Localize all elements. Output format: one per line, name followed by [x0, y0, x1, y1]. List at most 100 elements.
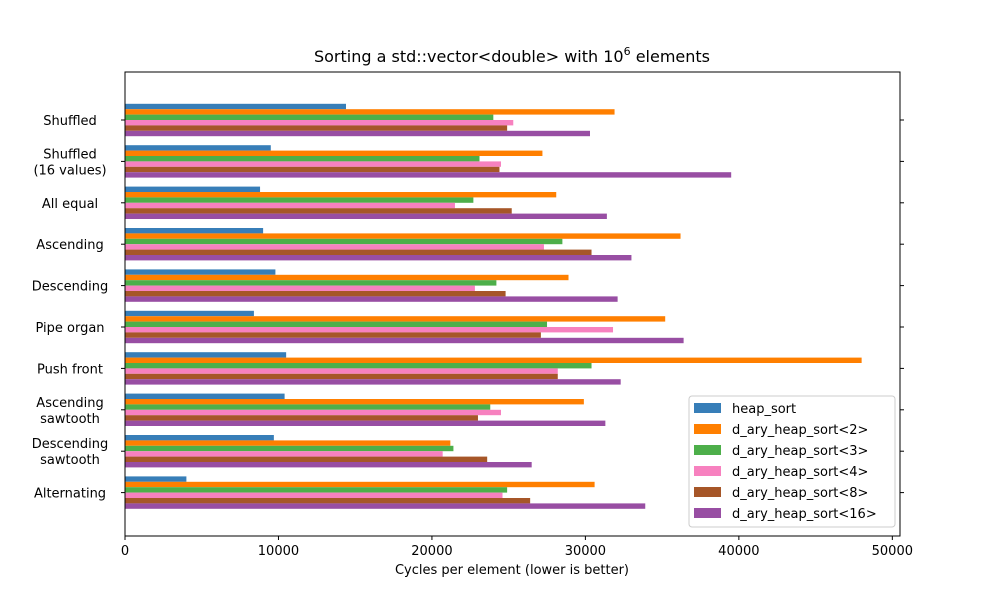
- legend-swatch: [694, 445, 721, 455]
- legend-entry-label: d_ary_heap_sort<8>: [732, 486, 868, 501]
- legend-entry-label: d_ary_heap_sort<3>: [732, 444, 868, 459]
- legend: heap_sort d_ary_heap_sort<2> d_ary_heap_so…: [688, 395, 896, 528]
- bar-heap-sort-1: [125, 145, 271, 151]
- plot-area-frame: [124, 71, 901, 537]
- bar-d-ary-heap-sort-4-4: [125, 285, 475, 291]
- bar-d-ary-heap-sort-2-4: [125, 274, 569, 281]
- bar-heap-sort-9: [125, 476, 187, 482]
- bar-d-ary-heap-sort-16-3: [125, 255, 632, 261]
- bar-d-ary-heap-sort-4-0: [125, 120, 514, 126]
- y-tick-label: Descending sawtooth: [32, 437, 109, 468]
- bar-d-ary-heap-sort-3-6: [125, 363, 592, 369]
- bar-heap-sort-0: [125, 103, 346, 110]
- bar-d-ary-heap-sort-8-1: [125, 166, 500, 173]
- x-tick-label: 40000: [718, 544, 759, 559]
- legend-entry-label: d_ary_heap_sort<4>: [732, 465, 868, 480]
- bar-d-ary-heap-sort-4-9: [125, 492, 503, 498]
- bar-d-ary-heap-sort-8-5: [125, 332, 541, 338]
- bar-d-ary-heap-sort-3-0: [125, 114, 494, 120]
- x-tick-label: 50000: [872, 544, 913, 559]
- bar-d-ary-heap-sort-16-4: [125, 296, 618, 302]
- bar-d-ary-heap-sort-3-5: [125, 321, 548, 327]
- x-tick-label: 10000: [258, 544, 299, 559]
- bar-d-ary-heap-sort-8-7: [125, 415, 478, 421]
- bar-d-ary-heap-sort-4-7: [125, 409, 501, 416]
- bar-d-ary-heap-sort-16-5: [125, 337, 684, 344]
- bar-d-ary-heap-sort-16-7: [125, 420, 606, 426]
- bar-d-ary-heap-sort-8-6: [125, 373, 558, 380]
- legend-swatch: [694, 508, 721, 518]
- bar-d-ary-heap-sort-3-9: [125, 487, 508, 493]
- y-tick-label: Pipe organ: [35, 321, 104, 336]
- bar-d-ary-heap-sort-4-8: [125, 451, 443, 457]
- x-tick-label: 0: [121, 544, 129, 559]
- bar-d-ary-heap-sort-8-9: [125, 498, 531, 504]
- y-tick-label: Descending: [32, 280, 109, 295]
- bar-d-ary-heap-sort-8-2: [125, 208, 512, 214]
- x-axis-ticks: 0 10000 20000 30000 40000 50000: [121, 536, 913, 559]
- bar-d-ary-heap-sort-2-8: [125, 440, 451, 446]
- y-tick-label: Alternating: [34, 487, 106, 502]
- bar-d-ary-heap-sort-2-7: [125, 399, 584, 405]
- bar-d-ary-heap-sort-3-8: [125, 445, 454, 452]
- bar-d-ary-heap-sort-3-4: [125, 280, 497, 286]
- bar-d-ary-heap-sort-2-6: [125, 357, 862, 363]
- bars-layer: [125, 103, 862, 509]
- x-axis-label: Cycles per element (lower is better): [395, 563, 629, 578]
- bar-d-ary-heap-sort-8-0: [125, 125, 508, 131]
- bar-d-ary-heap-sort-8-8: [125, 456, 488, 462]
- bar-d-ary-heap-sort-8-3: [125, 249, 592, 255]
- y-tick-label: Push front: [37, 362, 103, 377]
- x-tick-label: 20000: [411, 544, 452, 559]
- x-tick-label: 30000: [565, 544, 606, 559]
- chart-title-suffix: elements: [631, 47, 710, 66]
- bar-d-ary-heap-sort-16-8: [125, 462, 532, 468]
- bar-d-ary-heap-sort-4-2: [125, 202, 455, 209]
- bar-heap-sort-3: [125, 228, 264, 234]
- bar-d-ary-heap-sort-4-3: [125, 244, 544, 250]
- bar-heap-sort-7: [125, 393, 285, 399]
- y-axis-ticks: Shuffled Shuffled (16 values) All equal Asce…: [32, 114, 904, 502]
- bar-heap-sort-4: [125, 269, 276, 275]
- legend-box: [688, 395, 896, 528]
- y-tick-label: All equal: [42, 197, 98, 212]
- bar-d-ary-heap-sort-16-9: [125, 503, 646, 509]
- bar-d-ary-heap-sort-8-4: [125, 291, 506, 297]
- legend-entry-label: d_ary_heap_sort<16>: [732, 507, 877, 522]
- bar-heap-sort-8: [125, 435, 274, 441]
- chart-title-main: Sorting a std::vector<double> with 10: [314, 47, 624, 66]
- bar-heap-sort-2: [125, 186, 261, 192]
- legend-swatch: [694, 487, 721, 497]
- y-tick-label: Shuffled (16 values): [33, 147, 106, 178]
- bar-d-ary-heap-sort-2-9: [125, 481, 595, 488]
- bar-d-ary-heap-sort-2-5: [125, 316, 666, 322]
- bar-d-ary-heap-sort-4-6: [125, 368, 558, 374]
- bar-d-ary-heap-sort-2-3: [125, 233, 681, 239]
- bar-d-ary-heap-sort-16-6: [125, 379, 621, 385]
- bar-d-ary-heap-sort-4-5: [125, 327, 614, 333]
- bar-d-ary-heap-sort-2-2: [125, 192, 557, 198]
- bar-d-ary-heap-sort-4-1: [125, 161, 501, 167]
- legend-entry-label: heap_sort: [732, 402, 796, 417]
- bar-d-ary-heap-sort-2-0: [125, 109, 615, 115]
- y-tick-label: Ascending sawtooth: [36, 396, 103, 427]
- bar-heap-sort-5: [125, 310, 254, 317]
- bar-d-ary-heap-sort-3-3: [125, 238, 563, 245]
- y-tick-label: Ascending: [36, 238, 103, 253]
- bar-d-ary-heap-sort-3-2: [125, 197, 474, 203]
- bar-d-ary-heap-sort-3-1: [125, 156, 480, 162]
- legend-swatch: [694, 466, 721, 476]
- bar-d-ary-heap-sort-16-0: [125, 130, 590, 137]
- bar-d-ary-heap-sort-2-1: [125, 150, 543, 156]
- chart-title: Sorting a std::vector<double> with 106 e…: [314, 45, 710, 66]
- chart-title-exponent: 6: [624, 45, 631, 58]
- bar-d-ary-heap-sort-16-2: [125, 213, 607, 219]
- bar-heap-sort-6: [125, 352, 287, 358]
- legend-entry-label: d_ary_heap_sort<2>: [732, 423, 868, 438]
- legend-swatch: [694, 403, 721, 413]
- bar-d-ary-heap-sort-16-1: [125, 172, 732, 178]
- y-tick-label: Shuffled: [43, 114, 97, 129]
- bar-d-ary-heap-sort-3-7: [125, 404, 491, 410]
- legend-swatch: [694, 424, 721, 434]
